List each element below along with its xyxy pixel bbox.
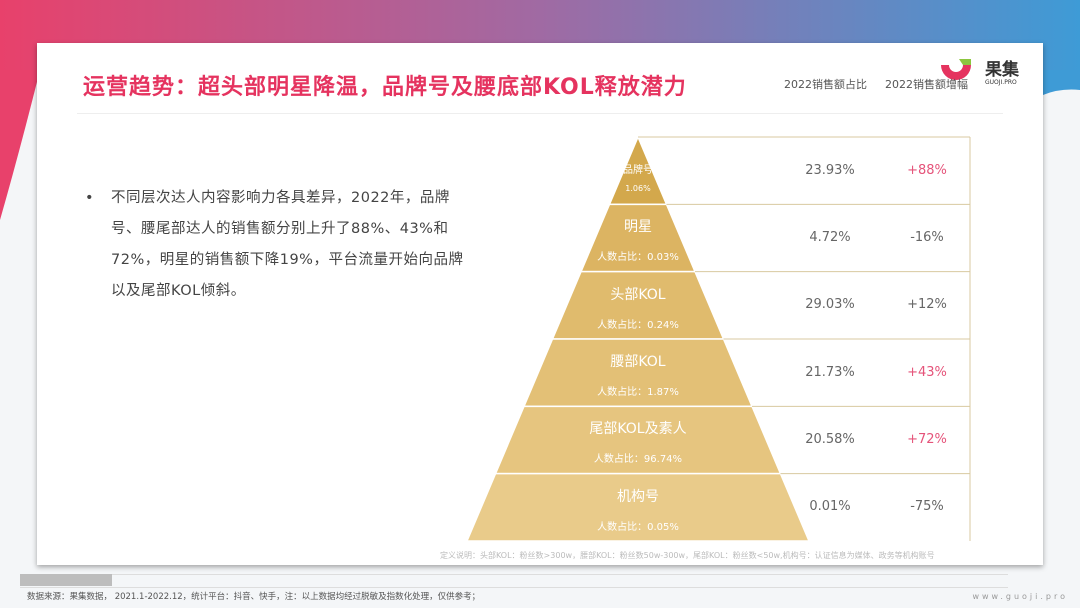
logo-subtext: GUOJI.PRO xyxy=(985,79,1017,86)
site-url: www.guoji.pro xyxy=(972,592,1068,601)
sales-share-cell: 0.01% xyxy=(809,499,851,515)
level-people-share: 人数占比：0.03% xyxy=(597,252,679,264)
level-name: 头部KOL xyxy=(610,286,666,303)
sales-share-cell: 29.03% xyxy=(805,297,855,313)
sales-growth-cell: +72% xyxy=(907,432,947,447)
sales-growth-cell: +12% xyxy=(907,297,947,313)
pyramid-level: 腰部KOL 人数占比：1.87% xyxy=(538,351,738,398)
pyramid-level: 品牌号 1.06% xyxy=(538,161,738,193)
sales-share-cell: 21.73% xyxy=(805,364,855,380)
level-people-share: 人数占比：96.74% xyxy=(593,454,683,466)
guoji-logo-icon xyxy=(941,59,971,80)
level-people-share: 人数占比：0.24% xyxy=(597,319,679,331)
divider xyxy=(77,113,1003,114)
pyramid-level: 机构号人数占比：0.05% xyxy=(538,486,738,533)
sales-growth-cell: +88% xyxy=(907,162,947,178)
footer-bar xyxy=(20,574,112,586)
definition-note: 定义说明：头部KOL：粉丝数>300w，腰部KOL：粉丝数50w-300w，尾部… xyxy=(440,551,935,560)
pyramid-tier xyxy=(465,472,811,542)
level-name: 腰部KOL xyxy=(610,354,666,370)
sales-growth-cell: -75% xyxy=(910,499,944,515)
level-people-share: 人数占比：0.05% xyxy=(597,521,679,533)
logo: 果集 GUOJI.PRO xyxy=(937,55,1037,91)
data-source: 数据来源：果集数据， 2021.1-2022.12，统计平台：抖音、快手，注：以… xyxy=(27,592,481,602)
level-name: 品牌号 xyxy=(623,165,653,176)
bullet-text: 不同层次达人内容影响力各具差异，2022年，品牌号、腰尾部达人的销售额分别上升了… xyxy=(85,183,475,307)
level-name: 明星 xyxy=(624,219,652,236)
level-people-share: 1.06% xyxy=(625,184,651,193)
page-title: 运营趋势：超头部明星降温，品牌号及腰底部KOL释放潜力 xyxy=(83,75,687,100)
header-sales-share: 2022销售额占比 xyxy=(784,78,867,91)
header-sales-growth: 2022销售额增幅 xyxy=(885,78,968,91)
sales-growth-cell: +43% xyxy=(907,364,947,380)
logo-text: 果集 xyxy=(985,60,1019,80)
pyramid-level: 头部KOL 人数占比：0.24% xyxy=(538,284,738,331)
level-people-share: 人数占比：1.87% xyxy=(597,387,679,398)
sales-share-cell: 20.58% xyxy=(805,432,855,447)
footer-line xyxy=(20,587,1008,588)
pyramid-level: 尾部KOL及素人人数占比：96.74% xyxy=(538,418,738,465)
sales-share-cell: 4.72% xyxy=(809,230,851,245)
sales-growth-cell: -16% xyxy=(910,230,944,245)
sales-share-cell: 23.93% xyxy=(805,162,855,178)
level-name: 机构号 xyxy=(617,488,659,505)
footer-line xyxy=(20,574,1008,575)
level-name: 尾部KOL及素人 xyxy=(589,421,687,438)
pyramid-level: 明星人数占比：0.03% xyxy=(538,216,738,263)
